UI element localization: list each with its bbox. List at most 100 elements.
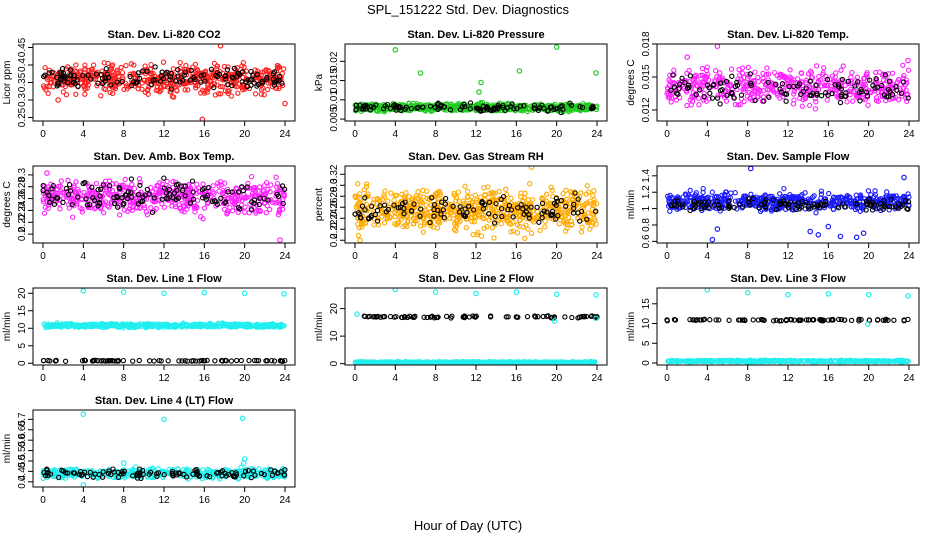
data-point (266, 322, 272, 328)
data-point (831, 194, 837, 200)
y-tick-label: 0.012 (641, 97, 652, 122)
data-point (54, 195, 60, 201)
data-point (462, 206, 468, 212)
data-point (823, 90, 829, 96)
data-point (708, 195, 714, 201)
data-point (359, 224, 365, 230)
data-point (273, 78, 279, 85)
data-point (154, 182, 160, 189)
data-point (451, 192, 458, 199)
panel-title: Stan. Dev. Line 1 Flow (106, 273, 222, 285)
data-point (222, 73, 228, 79)
data-point (578, 190, 584, 196)
data-point (274, 180, 281, 187)
data-point (537, 102, 543, 109)
points-layer (40, 170, 288, 243)
data-point (843, 90, 849, 96)
data-point (768, 208, 775, 214)
data-point (239, 322, 245, 329)
x-tick-label: 16 (199, 129, 211, 140)
panel-3: Stan. Dev. Li-820 Temp.degrees C0 4 8 12 16 2… (626, 29, 920, 140)
data-point (508, 207, 515, 213)
data-point (487, 198, 494, 204)
outlier-point (528, 166, 535, 170)
data-point (214, 201, 220, 207)
data-point (490, 190, 497, 196)
data-point (97, 193, 103, 199)
data-point (508, 195, 514, 201)
data-point (396, 105, 402, 111)
data-point (161, 185, 167, 191)
data-point (684, 85, 691, 91)
data-point (526, 106, 532, 113)
data-point (572, 190, 578, 196)
data-point (873, 69, 879, 76)
data-point (222, 88, 229, 94)
data-point (732, 198, 739, 204)
data-point (467, 100, 474, 106)
data-point (371, 222, 377, 228)
data-point (714, 74, 720, 80)
x-tick-label: 24 (591, 373, 603, 384)
data-point (144, 87, 151, 93)
data-point (738, 92, 745, 98)
data-point (177, 79, 183, 85)
figure-title: SPL_151222 Std. Dev. Diagnostics (367, 2, 570, 17)
data-point (186, 186, 192, 192)
data-point (111, 200, 118, 207)
data-point (564, 209, 571, 215)
data-point (536, 219, 542, 225)
data-point (701, 93, 707, 100)
data-point (427, 103, 434, 109)
data-point (261, 188, 267, 194)
data-point (732, 83, 739, 90)
data-point (242, 195, 248, 201)
data-point (179, 79, 186, 86)
data-point (548, 184, 554, 190)
data-point (450, 203, 456, 209)
data-point (728, 66, 735, 72)
data-point (684, 70, 690, 77)
data-point (566, 214, 572, 221)
data-point (355, 201, 361, 207)
data-point (732, 190, 738, 196)
x-tick-label: 0 (352, 373, 358, 384)
data-point (164, 321, 170, 327)
data-point (213, 323, 219, 329)
data-point (261, 182, 267, 189)
points-layer (665, 166, 912, 243)
data-point (518, 201, 524, 208)
data-point (814, 90, 820, 97)
data-point (585, 210, 591, 216)
data-point (534, 204, 540, 210)
data-point (525, 226, 531, 232)
data-point (592, 217, 598, 224)
data-point (280, 200, 286, 207)
data-point (848, 74, 854, 80)
outlier-point (837, 233, 844, 240)
data-point (187, 192, 194, 198)
x-tick-label: 4 (81, 129, 87, 140)
data-point (261, 92, 267, 98)
data-point (476, 214, 482, 220)
y-tick-label: 0 (17, 360, 28, 366)
data-point (869, 207, 876, 213)
data-point (510, 214, 516, 220)
plot-frame (32, 165, 296, 244)
data-point (40, 199, 47, 205)
data-point (707, 90, 713, 96)
data-point (129, 197, 136, 203)
data-point (526, 212, 532, 218)
data-point (372, 211, 378, 218)
data-point (144, 79, 151, 85)
data-point (884, 94, 890, 100)
data-point (761, 98, 767, 104)
data-point (411, 220, 417, 227)
data-point (225, 189, 231, 195)
data-point (65, 177, 71, 184)
data-point (522, 235, 528, 242)
x-tick-label: 8 (121, 129, 127, 140)
data-point (238, 357, 244, 364)
x-tick-label: 24 (591, 251, 603, 262)
